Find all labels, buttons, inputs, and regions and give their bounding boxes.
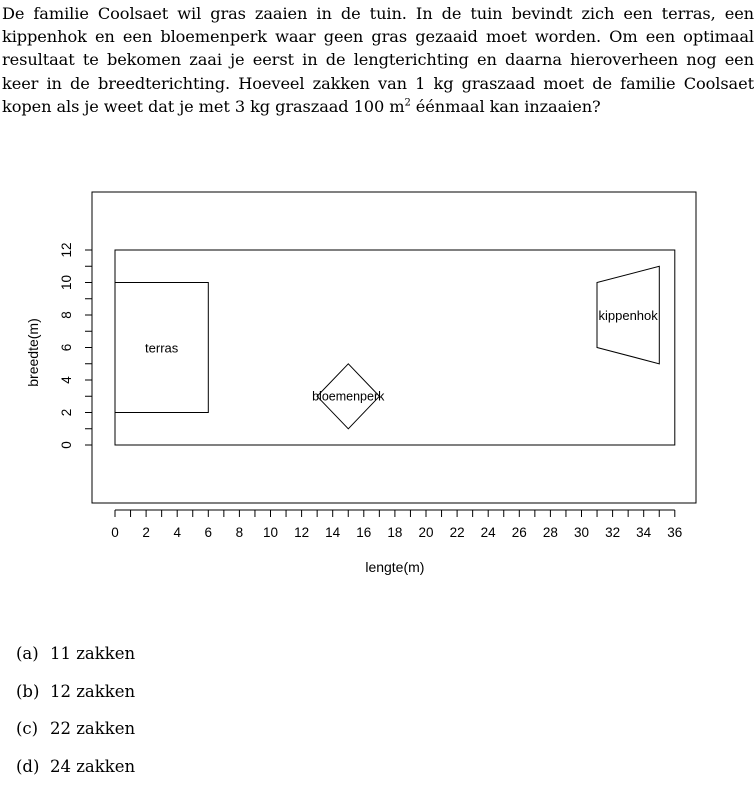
x-tick-label: 8 xyxy=(236,525,244,540)
y-axis-title: breedte(m) xyxy=(25,318,41,386)
x-tick-label: 0 xyxy=(111,525,119,540)
kippenhok-label: kippenhok xyxy=(599,308,659,323)
option-d-label: (d) xyxy=(16,756,50,778)
x-tick-label: 2 xyxy=(142,525,150,540)
option-b-text: 12 zakken xyxy=(50,682,135,701)
option-b[interactable]: (b)12 zakken xyxy=(16,681,135,719)
x-tick-label: 20 xyxy=(418,525,433,540)
terras-label: terras xyxy=(145,341,179,356)
option-a[interactable]: (a)11 zakken xyxy=(16,643,135,681)
x-tick-label: 14 xyxy=(325,525,341,540)
y-tick-label: 10 xyxy=(59,275,74,290)
plot-box xyxy=(92,192,696,503)
x-tick-label: 12 xyxy=(294,525,309,540)
option-a-text: 11 zakken xyxy=(50,644,135,663)
option-a-label: (a) xyxy=(16,643,50,665)
x-tick-label: 4 xyxy=(173,525,181,540)
option-c-label: (c) xyxy=(16,718,50,740)
y-tick-label: 0 xyxy=(59,441,74,449)
tuin-outline xyxy=(115,250,675,445)
option-d[interactable]: (d)24 zakken xyxy=(16,756,135,793)
y-tick-label: 4 xyxy=(59,376,74,384)
option-c[interactable]: (c)22 zakken xyxy=(16,718,135,756)
x-tick-label: 24 xyxy=(481,525,497,540)
question-text: De familie Coolsaet wil gras zaaien in d… xyxy=(2,2,754,118)
question-body: De familie Coolsaet wil gras zaaien in d… xyxy=(2,4,754,116)
x-tick-label: 36 xyxy=(667,525,682,540)
x-tick-label: 32 xyxy=(605,525,620,540)
x-tick-label: 28 xyxy=(543,525,558,540)
x-tick-label: 30 xyxy=(574,525,589,540)
y-tick-label: 6 xyxy=(59,344,74,352)
x-tick-label: 16 xyxy=(356,525,371,540)
x-tick-label: 10 xyxy=(263,525,278,540)
x-tick-label: 22 xyxy=(450,525,465,540)
option-d-text: 24 zakken xyxy=(50,757,135,776)
answer-options: (a)11 zakken (b)12 zakken (c)22 zakken (… xyxy=(16,643,135,793)
x-tick-label: 18 xyxy=(387,525,402,540)
option-b-label: (b) xyxy=(16,681,50,703)
y-axis: 0 2 4 6 8 10 12 xyxy=(59,242,92,448)
bloemenperk-label: bloemenperk xyxy=(312,389,385,403)
option-c-text: 22 zakken xyxy=(50,719,135,738)
y-tick-label: 8 xyxy=(59,311,74,319)
x-tick-label: 26 xyxy=(512,525,527,540)
question-end: éénmaal kan inzaaien? xyxy=(411,97,601,116)
x-axis-title: lengte(m) xyxy=(365,559,424,575)
y-tick-label: 2 xyxy=(59,409,74,417)
y-tick-label: 12 xyxy=(59,242,74,257)
x-tick-label: 34 xyxy=(636,525,652,540)
x-tick-label: 6 xyxy=(205,525,213,540)
